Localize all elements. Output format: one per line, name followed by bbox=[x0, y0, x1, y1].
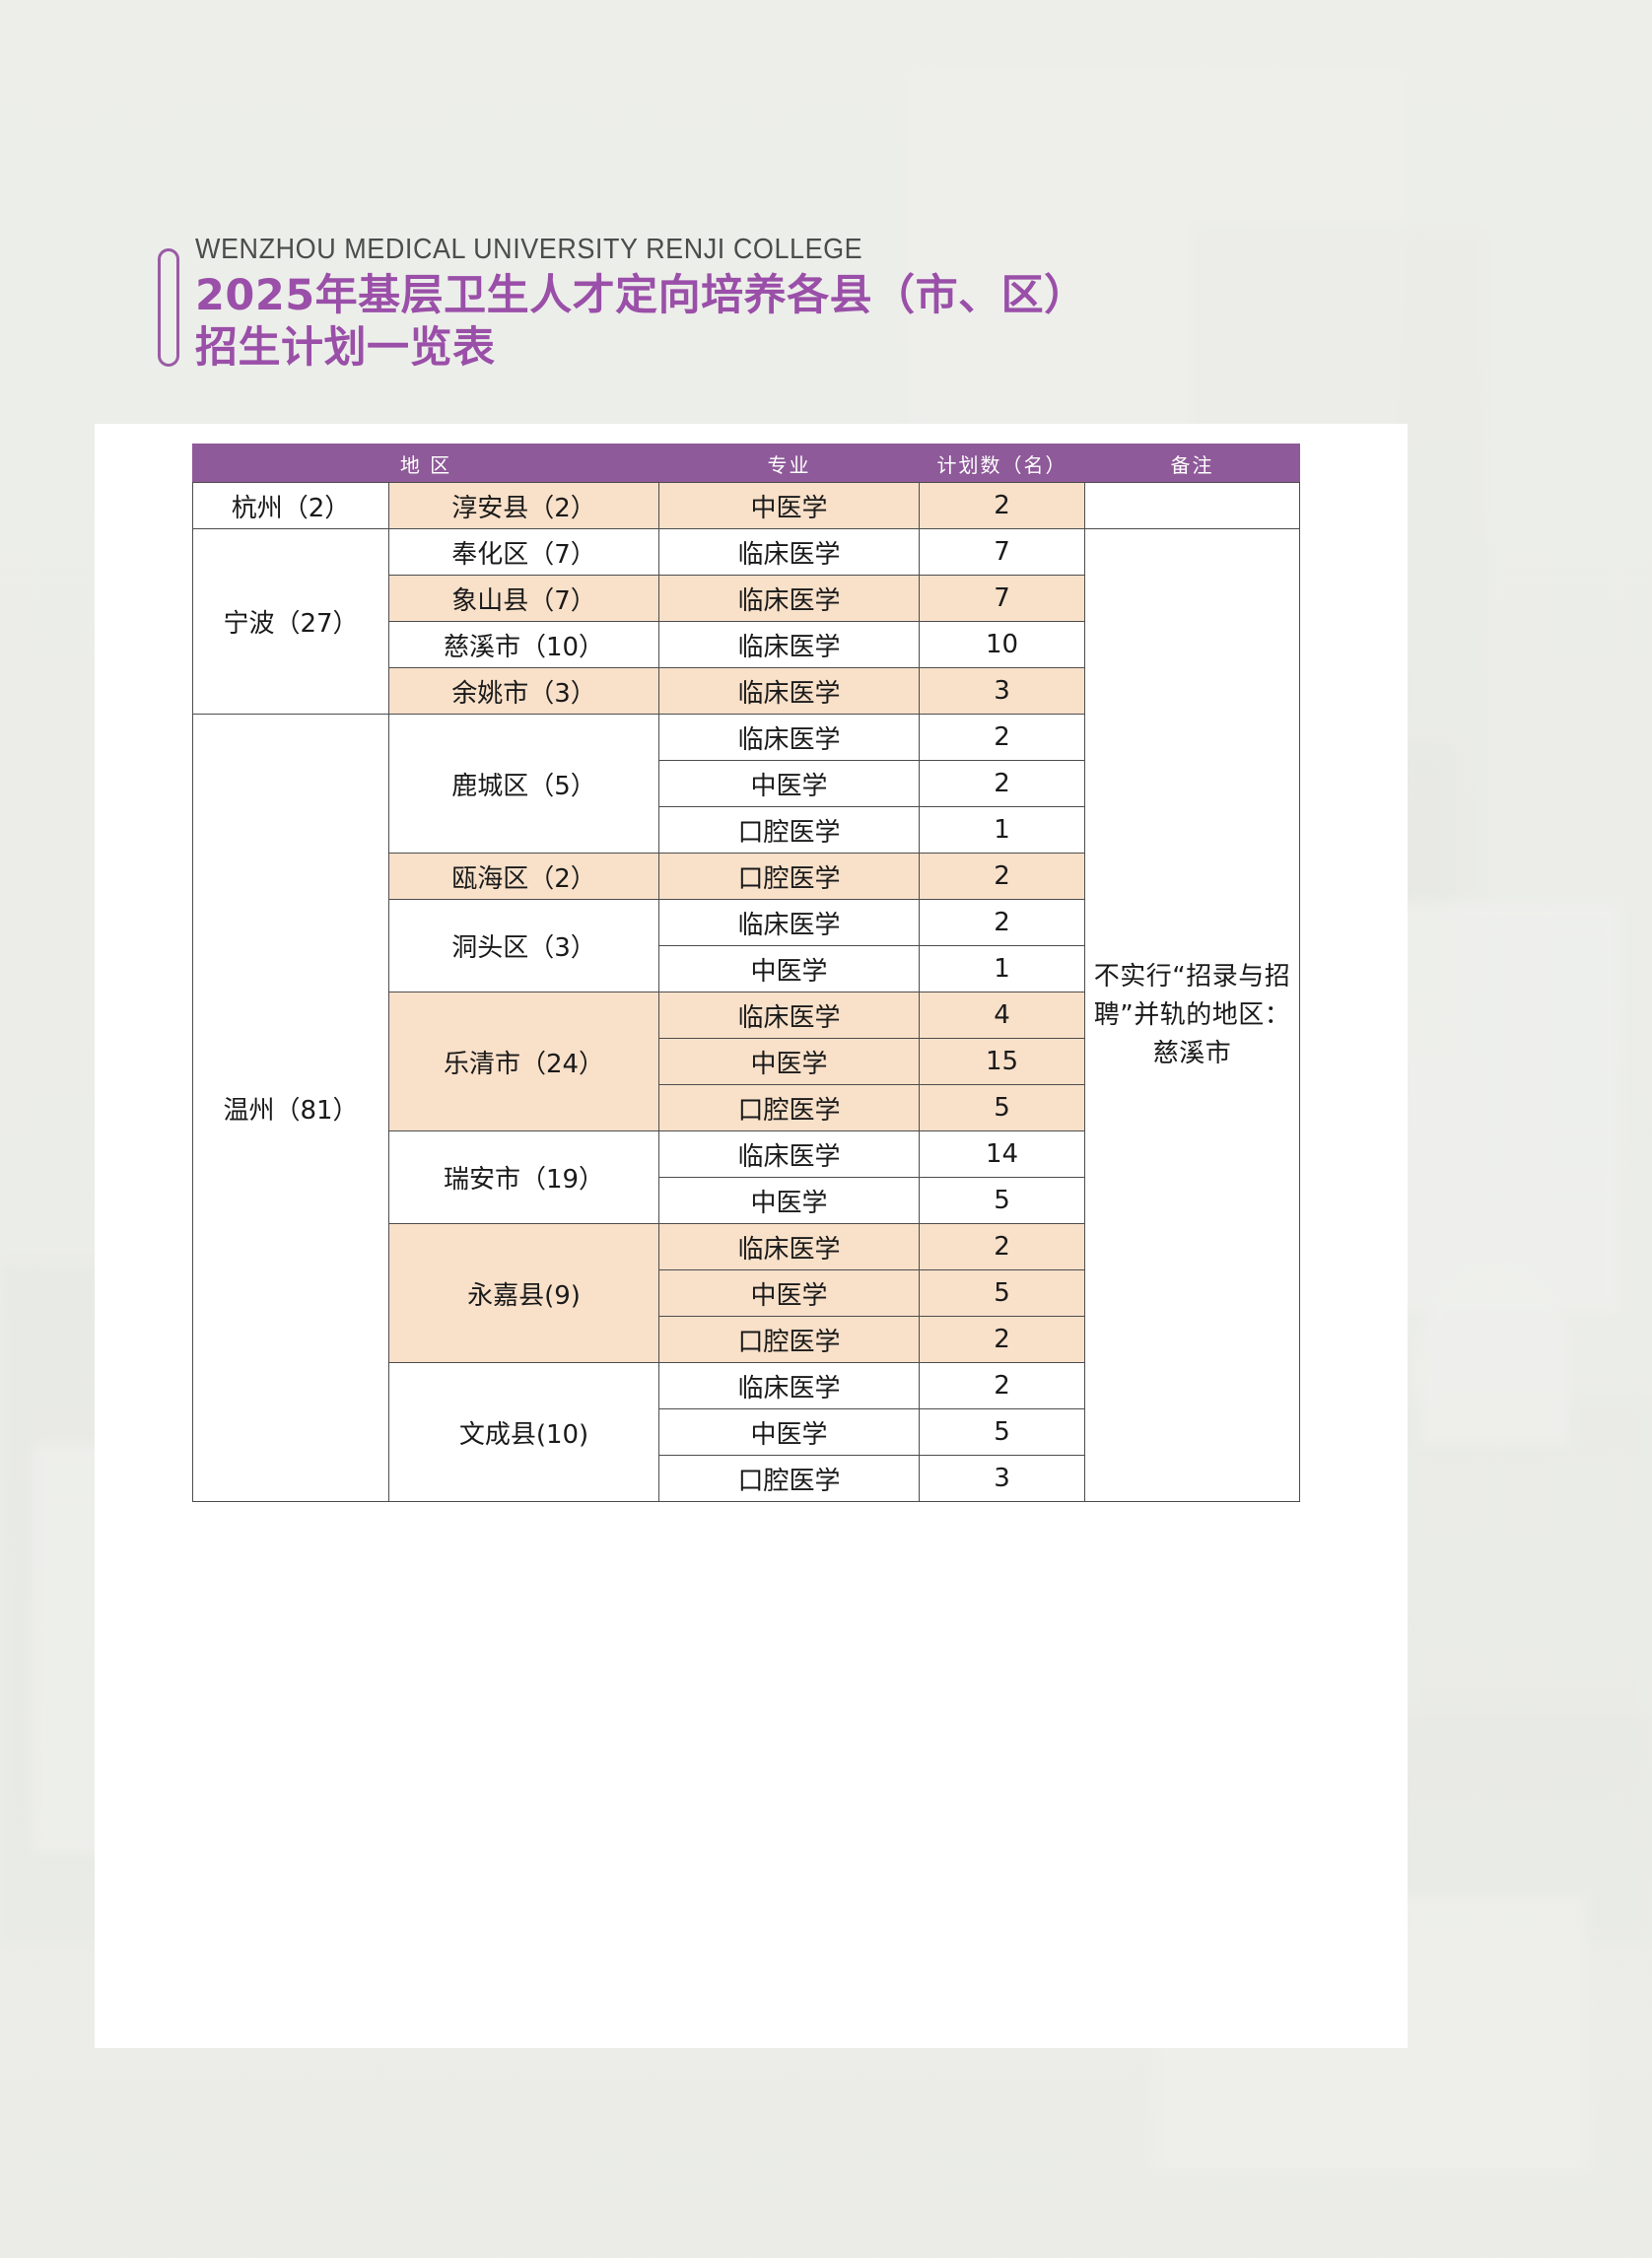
cell-county: 鹿城区（5） bbox=[387, 714, 660, 854]
cell-remark-note: 不实行“招录与招聘”并轨的地区：慈溪市 bbox=[1084, 528, 1301, 1502]
cell-city: 温州（81） bbox=[192, 714, 389, 1502]
column-header-remark: 备注 bbox=[1084, 444, 1301, 483]
table-row: 慈溪市（10） 临床医学 10 bbox=[193, 621, 1300, 668]
cell-major: 中医学 bbox=[658, 760, 921, 807]
table-row: 瓯海区（2） 口腔医学 2 bbox=[193, 853, 1300, 900]
cell-major: 临床医学 bbox=[658, 1130, 921, 1178]
cell-count: 5 bbox=[919, 1408, 1086, 1456]
cell-county: 奉化区（7） bbox=[387, 528, 660, 576]
table-row: 宁波（27） 奉化区（7） 临床医学 7 不实行“招录与招聘”并轨的地区：慈溪市 bbox=[192, 528, 1301, 1502]
chinese-title-line-1: 2025年基层卫生人才定向培养各县（市、区） bbox=[195, 271, 1087, 321]
cell-county: 瑞安市（19） bbox=[387, 1130, 660, 1224]
table-row: 象山县（7） 临床医学 7 bbox=[193, 575, 1300, 622]
cell-major: 口腔医学 bbox=[658, 806, 921, 854]
table-row: 口腔医学 5 bbox=[193, 1084, 1300, 1131]
cell-count: 2 bbox=[919, 1362, 1086, 1409]
column-header-major: 专业 bbox=[658, 444, 921, 483]
table-row: 乐清市（24） 临床医学 4 bbox=[193, 992, 1300, 1131]
cell-county: 余姚市（3） bbox=[387, 667, 660, 715]
cell-count: 7 bbox=[919, 528, 1086, 576]
table-header: 地 区 专业 计划数（名） 备注 bbox=[191, 444, 1301, 483]
cell-major: 临床医学 bbox=[658, 1223, 921, 1270]
cell-count: 3 bbox=[919, 1455, 1086, 1502]
cell-county: 洞头区（3） bbox=[387, 899, 660, 992]
cell-count: 2 bbox=[919, 482, 1086, 529]
cell-count: 15 bbox=[919, 1038, 1086, 1085]
table-row: 中医学 2 bbox=[193, 760, 1300, 807]
table-row: 口腔医学 1 bbox=[193, 806, 1300, 854]
cell-county: 淳安县（2） bbox=[387, 482, 660, 529]
cell-major: 中医学 bbox=[658, 482, 921, 529]
english-title: WENZHOU MEDICAL UNIVERSITY RENJI COLLEGE bbox=[195, 234, 863, 265]
cell-major: 中医学 bbox=[658, 1269, 921, 1317]
cell-major: 临床医学 bbox=[658, 714, 921, 761]
cell-major: 临床医学 bbox=[658, 667, 921, 715]
table-row: 余姚市（3） 临床医学 3 bbox=[193, 667, 1300, 715]
cell-county: 乐清市（24） bbox=[387, 992, 660, 1131]
table-row: 口腔医学 2 bbox=[193, 1316, 1300, 1363]
table-row: 中医学 5 bbox=[193, 1408, 1300, 1456]
table-row: 中医学 5 bbox=[193, 1177, 1300, 1224]
cell-city: 杭州（2） bbox=[192, 482, 389, 529]
cell-major: 临床医学 bbox=[658, 1362, 921, 1409]
cell-remark-empty bbox=[1084, 482, 1301, 529]
cell-major: 口腔医学 bbox=[658, 1084, 921, 1131]
cell-count: 2 bbox=[919, 1316, 1086, 1363]
cell-count: 2 bbox=[919, 714, 1086, 761]
column-header-region: 地 区 bbox=[191, 444, 660, 483]
cell-major: 临床医学 bbox=[658, 528, 921, 576]
cell-major: 中医学 bbox=[658, 945, 921, 992]
cell-count: 7 bbox=[919, 575, 1086, 622]
cell-county: 文成县(10) bbox=[387, 1362, 660, 1502]
chinese-title-line-2: 招生计划一览表 bbox=[195, 322, 496, 373]
cell-count: 2 bbox=[919, 1223, 1086, 1270]
cell-count: 5 bbox=[919, 1177, 1086, 1224]
cell-major: 口腔医学 bbox=[658, 1316, 921, 1363]
cell-major: 临床医学 bbox=[658, 621, 921, 668]
cell-major: 中医学 bbox=[658, 1038, 921, 1085]
cell-county: 慈溪市（10） bbox=[387, 621, 660, 668]
table-row: 永嘉县(9) 临床医学 2 bbox=[193, 1223, 1300, 1363]
cell-major: 临床医学 bbox=[658, 575, 921, 622]
table-row: 洞头区（3） 临床医学 2 bbox=[193, 899, 1300, 992]
cell-major: 口腔医学 bbox=[658, 1455, 921, 1502]
table-body: 杭州（2） 淳安县（2） 中医学 2 宁波（27） 奉化区（7） 临床医学 7 不实行“招录与招… bbox=[192, 482, 1301, 1502]
cell-count: 10 bbox=[919, 621, 1086, 668]
cell-count: 2 bbox=[919, 899, 1086, 946]
cell-major: 临床医学 bbox=[658, 992, 921, 1039]
cell-count: 4 bbox=[919, 992, 1086, 1039]
cell-count: 14 bbox=[919, 1130, 1086, 1178]
cell-major: 临床医学 bbox=[658, 899, 921, 946]
table-row: 杭州（2） 淳安县（2） 中医学 2 bbox=[192, 482, 1301, 529]
cell-count: 3 bbox=[919, 667, 1086, 715]
cell-city: 宁波（27） bbox=[192, 528, 389, 715]
cell-county: 瓯海区（2） bbox=[387, 853, 660, 900]
table-row: 中医学 1 bbox=[193, 945, 1300, 992]
table-row: 中医学 15 bbox=[193, 1038, 1300, 1085]
cell-county: 永嘉县(9) bbox=[387, 1223, 660, 1363]
table-row: 中医学 5 bbox=[193, 1269, 1300, 1317]
cell-count: 2 bbox=[919, 760, 1086, 807]
table-row: 温州（81） 鹿城区（5） 临床医学 2 bbox=[192, 714, 1300, 1502]
cell-count: 5 bbox=[919, 1269, 1086, 1317]
table-header-row: 地 区 专业 计划数（名） 备注 bbox=[191, 444, 1301, 483]
cell-count: 1 bbox=[919, 945, 1086, 992]
cell-county: 象山县（7） bbox=[387, 575, 660, 622]
cell-count: 1 bbox=[919, 806, 1086, 854]
table-row: 口腔医学 3 bbox=[193, 1455, 1300, 1502]
cell-major: 口腔医学 bbox=[658, 853, 921, 900]
admission-plan-table: 地 区 专业 计划数（名） 备注 杭州（2） 淳安县（2） 中医学 2 宁波（27） 奉化… bbox=[191, 444, 1301, 1502]
column-header-count: 计划数（名） bbox=[919, 444, 1086, 483]
accent-bar-icon bbox=[158, 248, 179, 367]
cell-major: 中医学 bbox=[658, 1408, 921, 1456]
cell-count: 5 bbox=[919, 1084, 1086, 1131]
page-header: WENZHOU MEDICAL UNIVERSITY RENJI COLLEGE… bbox=[158, 234, 1087, 374]
cell-count: 2 bbox=[919, 853, 1086, 900]
cell-major: 中医学 bbox=[658, 1177, 921, 1224]
